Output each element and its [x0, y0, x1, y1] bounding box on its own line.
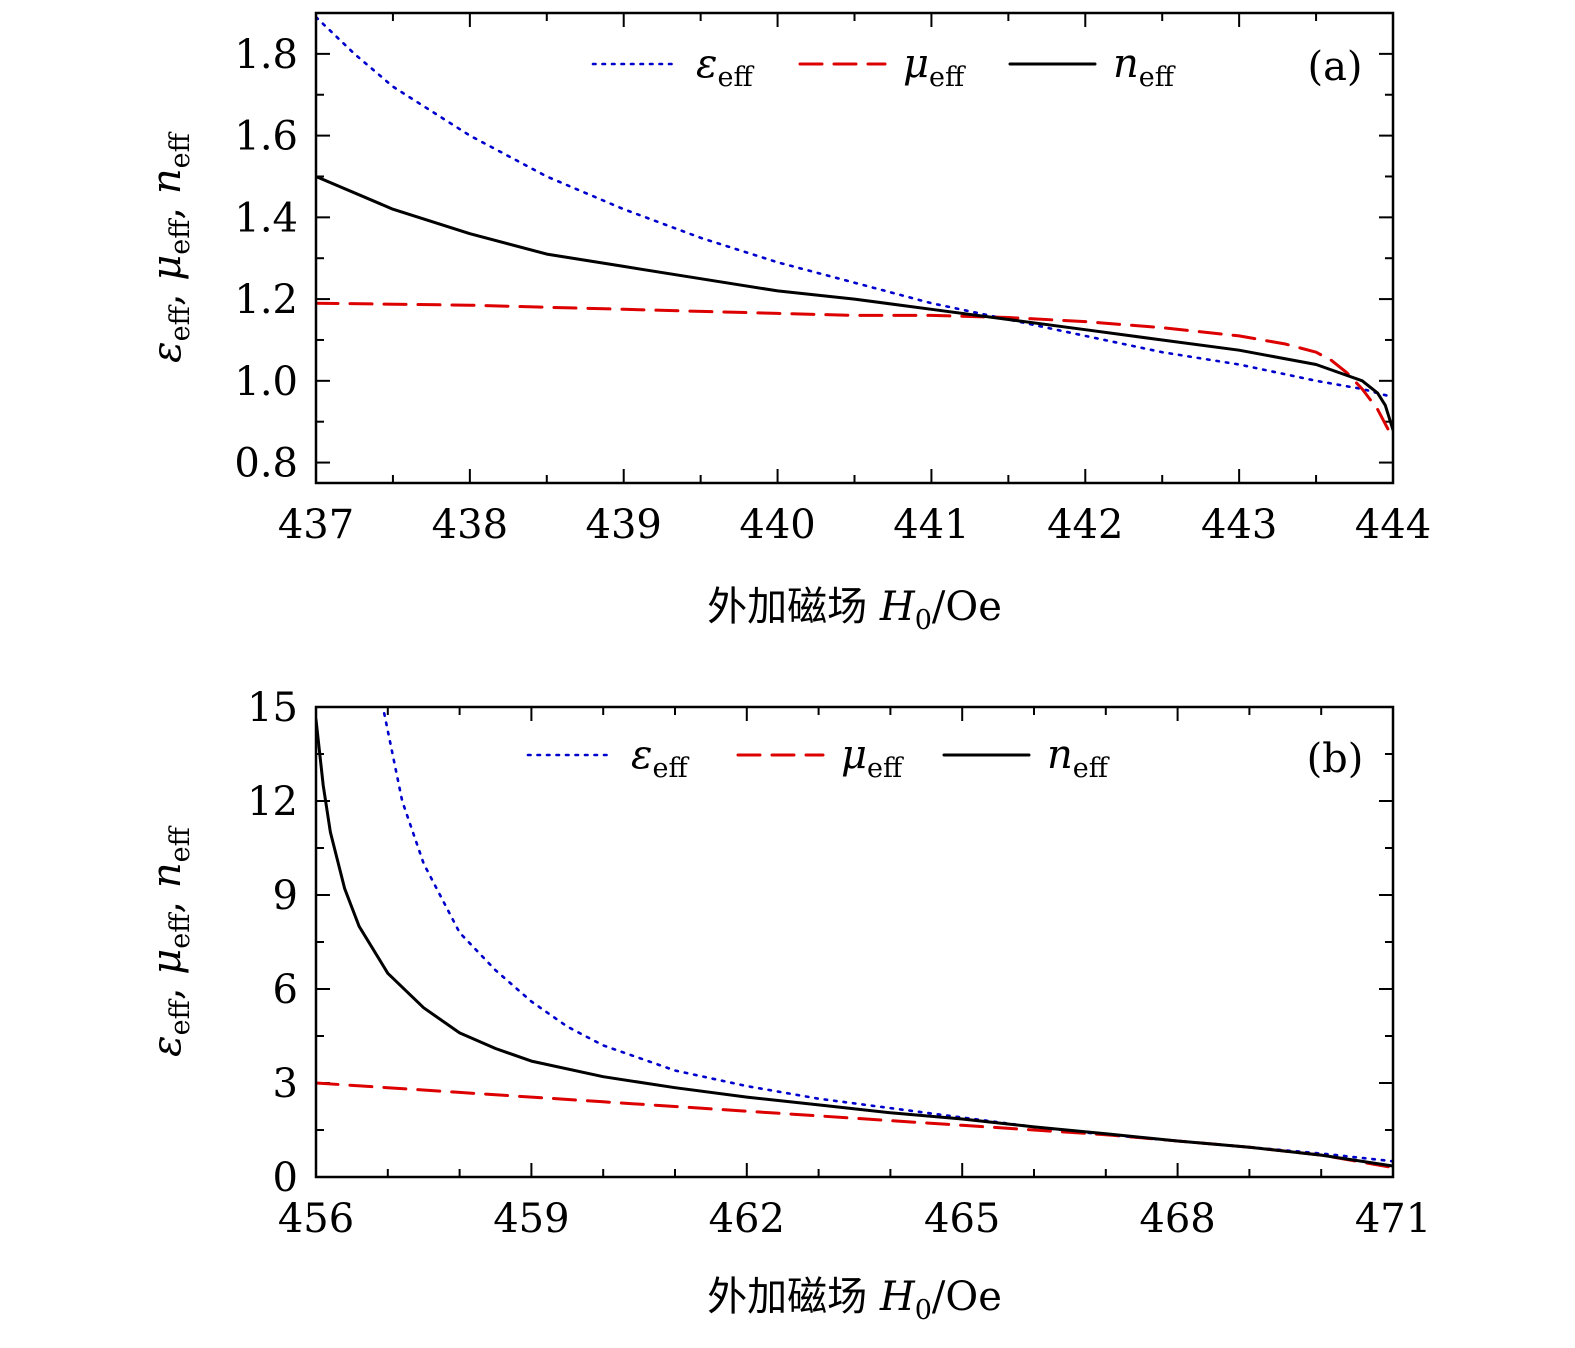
panel-a: 437 438 439 440 441 442 443 444 0.8 1.0 1.2 1.4 1.6 1…	[144, 11, 1431, 636]
x-tick-label: 468	[1139, 1196, 1215, 1242]
plot-frame	[314, 705, 1395, 1179]
legend-label: neff	[1047, 732, 1110, 784]
x-tick-label: 471	[1355, 1196, 1431, 1242]
x-tick-label: 439	[586, 502, 662, 548]
panel-label: (a)	[1307, 44, 1362, 90]
x-tick-label: 462	[709, 1196, 785, 1242]
x-axis-title: 外加磁场 H0/Oe	[707, 1274, 1002, 1326]
x-tick-label: 441	[893, 502, 969, 548]
series-line-dashed	[316, 1081, 1393, 1170]
x-tick-label: 443	[1201, 502, 1277, 548]
series-line-solid	[316, 718, 1393, 1168]
plot-frame	[314, 11, 1395, 485]
series-line-dotted	[316, 15, 1393, 399]
y-tick-label: 1.2	[234, 277, 298, 323]
panel-label: (b)	[1307, 736, 1364, 782]
x-tick-label: 444	[1355, 502, 1431, 548]
x-tick-label: 442	[1047, 502, 1123, 548]
x-tick-label: 438	[432, 502, 508, 548]
legend-label: μeff	[841, 732, 904, 784]
x-tick-label: 459	[493, 1196, 569, 1242]
y-axis-title: εeff, μeff, neff	[144, 131, 196, 362]
series-line-solid	[316, 175, 1393, 432]
x-tick-label: 465	[924, 1196, 1000, 1242]
y-axis-title: εeff, μeff, neff	[144, 825, 196, 1056]
x-tick-label: 440	[739, 502, 815, 548]
legend-label: μeff	[903, 41, 966, 93]
y-tick-label: 1.4	[234, 195, 298, 241]
x-tick-label: 456	[278, 1196, 354, 1242]
y-tick-label: 1.0	[234, 359, 298, 405]
y-tick-label: 6	[273, 967, 298, 1013]
legend-label: neff	[1113, 41, 1176, 93]
y-tick-label: 0	[273, 1155, 298, 1201]
y-tick-label: 0.8	[234, 441, 298, 487]
y-tick-label: 3	[273, 1061, 298, 1107]
y-tick-label: 12	[247, 779, 298, 825]
panel-b: 456 459 462 465 468 471 0 3 6 9 12 15 εeff μeff neff (b…	[144, 685, 1431, 1326]
y-tick-label: 1.8	[234, 32, 298, 78]
x-tick-label: 437	[278, 502, 354, 548]
legend-label: εeff	[696, 41, 754, 93]
y-tick-label: 15	[247, 685, 298, 731]
x-axis-title: 外加磁场 H0/Oe	[707, 584, 1002, 636]
y-tick-label: 1.6	[234, 114, 298, 160]
series-line-dashed	[316, 301, 1390, 432]
y-tick-label: 9	[273, 873, 298, 919]
legend-label: εeff	[631, 732, 689, 784]
